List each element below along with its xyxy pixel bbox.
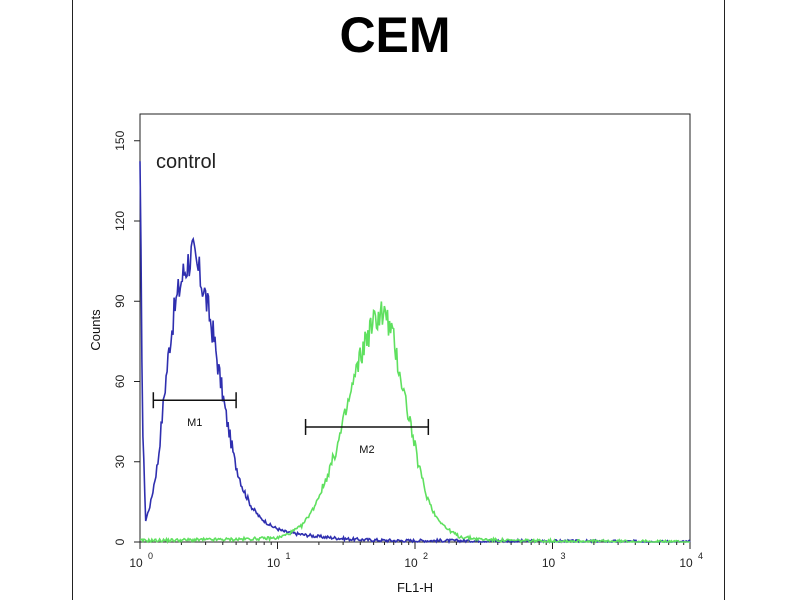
axis-ticks: 0 30 60 90 120 150 10 0 10 1 10 2 10 3 10 4 xyxy=(113,130,703,570)
series-layer xyxy=(139,161,691,545)
marker-label: M1 xyxy=(187,417,202,429)
x-tick-label: 10 xyxy=(267,556,281,570)
x-tick-label: 10 xyxy=(404,556,418,570)
x-tick-exponent: 0 xyxy=(148,551,153,561)
x-tick-exponent: 3 xyxy=(561,551,566,561)
y-tick-label: 150 xyxy=(113,130,127,150)
marker-label: M2 xyxy=(359,444,374,456)
x-tick-label: 10 xyxy=(679,556,693,570)
y-axis-label: Counts xyxy=(88,309,103,351)
x-tick-label: 10 xyxy=(542,556,556,570)
x-tick-exponent: 1 xyxy=(286,551,291,561)
y-tick-label: 0 xyxy=(113,538,127,545)
y-tick-label: 120 xyxy=(113,211,127,231)
series-line-sample xyxy=(139,301,690,545)
marker-layer: M1 M2 xyxy=(152,392,430,456)
x-tick-exponent: 4 xyxy=(698,551,703,561)
figure-frame-right xyxy=(724,0,725,600)
x-axis-label: FL1-H xyxy=(397,580,433,595)
y-tick-label: 30 xyxy=(113,455,127,469)
chart-title: CEM xyxy=(339,7,451,63)
x-tick-label: 10 xyxy=(129,556,143,570)
control-annotation: control xyxy=(156,151,216,173)
plot-area xyxy=(139,113,691,543)
y-tick-label: 90 xyxy=(113,294,127,308)
y-tick-label: 60 xyxy=(113,375,127,389)
x-tick-exponent: 2 xyxy=(423,551,428,561)
figure-frame-left xyxy=(72,0,73,600)
